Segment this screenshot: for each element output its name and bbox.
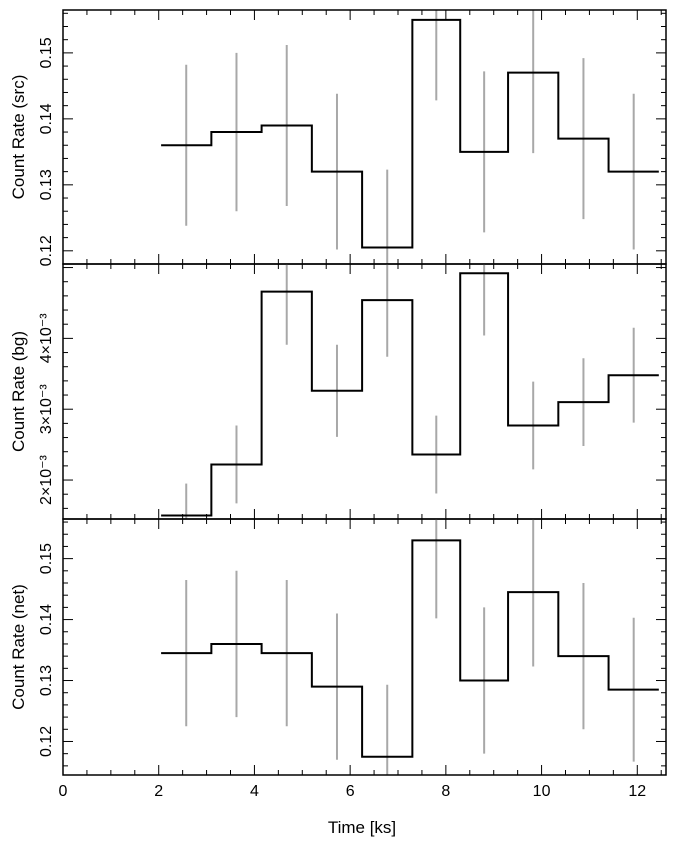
- y-axis-title: Count Rate (net): [9, 584, 28, 710]
- step-line: [161, 18, 659, 249]
- x-axis-title: Time [ks]: [328, 818, 396, 837]
- y-tick-label: 0.13: [38, 169, 55, 200]
- panel-data: [161, 264, 659, 519]
- y-tick-label: 0.15: [38, 37, 55, 68]
- panel-frame: [62, 9, 667, 265]
- y-tick-label: 0.12: [38, 235, 55, 266]
- y-tick-label: 0.15: [38, 543, 55, 574]
- step-line: [161, 272, 659, 517]
- x-tick-label: 8: [441, 783, 450, 800]
- y-tick-label: 2×10⁻³: [38, 454, 55, 504]
- panel-frame: [62, 263, 667, 520]
- chart-panels: 0.12 0.13 0.14 0.15 Count Rate (src) 2×10⁻³ 3×…: [9, 9, 667, 800]
- y-axis-title: Count Rate (src): [9, 75, 28, 200]
- y-tick-label: 4×10⁻³: [38, 313, 55, 363]
- x-tick-label: 0: [59, 783, 68, 800]
- panel-frame: [62, 518, 667, 776]
- panel-data: [161, 519, 659, 775]
- x-tick-label: 6: [346, 783, 355, 800]
- y-tick-label: 0.14: [38, 604, 55, 635]
- x-tick-label: 12: [628, 783, 646, 800]
- panel-2: 2×10⁻³ 3×10⁻³ 4×10⁻³ Count Rate (bg): [9, 263, 667, 520]
- y-axis-title: Count Rate (bg): [9, 331, 28, 452]
- panel-3: 0.12 0.13 0.14 0.15 Count Rate (net): [9, 518, 667, 776]
- y-tick-label: 0.13: [38, 665, 55, 696]
- step-line: [161, 539, 659, 758]
- y-tick-label: 0.14: [38, 103, 55, 134]
- y-tick-label: 3×10⁻³: [38, 384, 55, 434]
- x-tick-label: 2: [154, 783, 163, 800]
- panel-data: [161, 10, 659, 264]
- y-tick-label: 0.12: [38, 726, 55, 757]
- x-tick-label: 4: [250, 783, 259, 800]
- panel-1: 0.12 0.13 0.14 0.15 Count Rate (src): [9, 9, 667, 266]
- x-tick-label: 10: [533, 783, 551, 800]
